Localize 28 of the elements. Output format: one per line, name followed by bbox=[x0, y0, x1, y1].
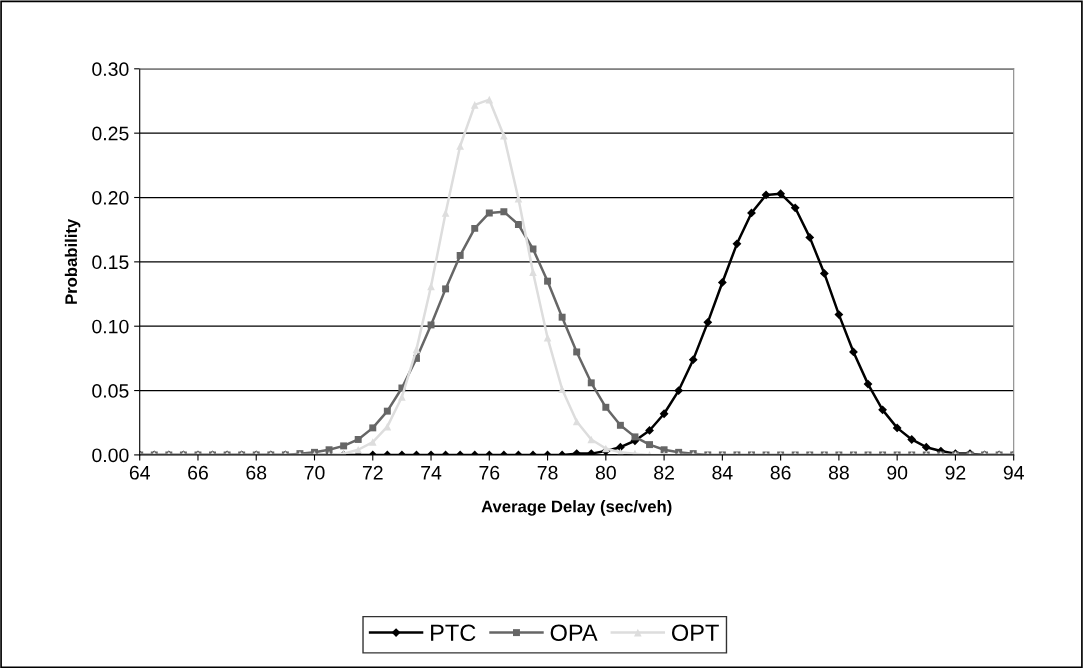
legend-label: OPA bbox=[550, 624, 598, 642]
y-tick-label: 0.15 bbox=[92, 255, 129, 270]
legend-label: PTC bbox=[431, 624, 476, 642]
y-tick-label: 0.30 bbox=[92, 62, 129, 77]
x-tick-label: 72 bbox=[362, 465, 383, 480]
x-tick-label: 82 bbox=[654, 465, 674, 480]
x-tick-label: 92 bbox=[945, 465, 966, 480]
y-tick-label: 0.10 bbox=[92, 319, 129, 334]
x-tick-label: 78 bbox=[537, 465, 558, 480]
x-tick-label: 88 bbox=[828, 465, 849, 480]
legend-label: OPT bbox=[671, 624, 719, 642]
x-tick-label: 70 bbox=[304, 465, 325, 480]
x-tick-label: 90 bbox=[887, 465, 908, 480]
y-axis-title: Probability bbox=[64, 218, 81, 304]
x-axis-title: Average Delay (sec/veh) bbox=[481, 500, 672, 516]
x-tick-label: 86 bbox=[770, 465, 791, 480]
x-tick-label: 76 bbox=[479, 465, 500, 480]
x-tick-label: 64 bbox=[129, 465, 150, 480]
x-tick-label: 84 bbox=[712, 465, 733, 480]
y-tick-label: 0.05 bbox=[92, 384, 129, 398]
y-tick-label: 0.25 bbox=[92, 126, 129, 141]
x-tick-label: 80 bbox=[595, 465, 616, 480]
x-tick-label: 66 bbox=[188, 465, 208, 480]
y-tick-label: 0.00 bbox=[92, 448, 129, 463]
x-tick-label: 94 bbox=[1003, 465, 1024, 480]
x-tick-label: 74 bbox=[421, 466, 442, 480]
x-tick-label: 68 bbox=[246, 465, 267, 480]
y-tick-label: 0.20 bbox=[92, 190, 129, 205]
